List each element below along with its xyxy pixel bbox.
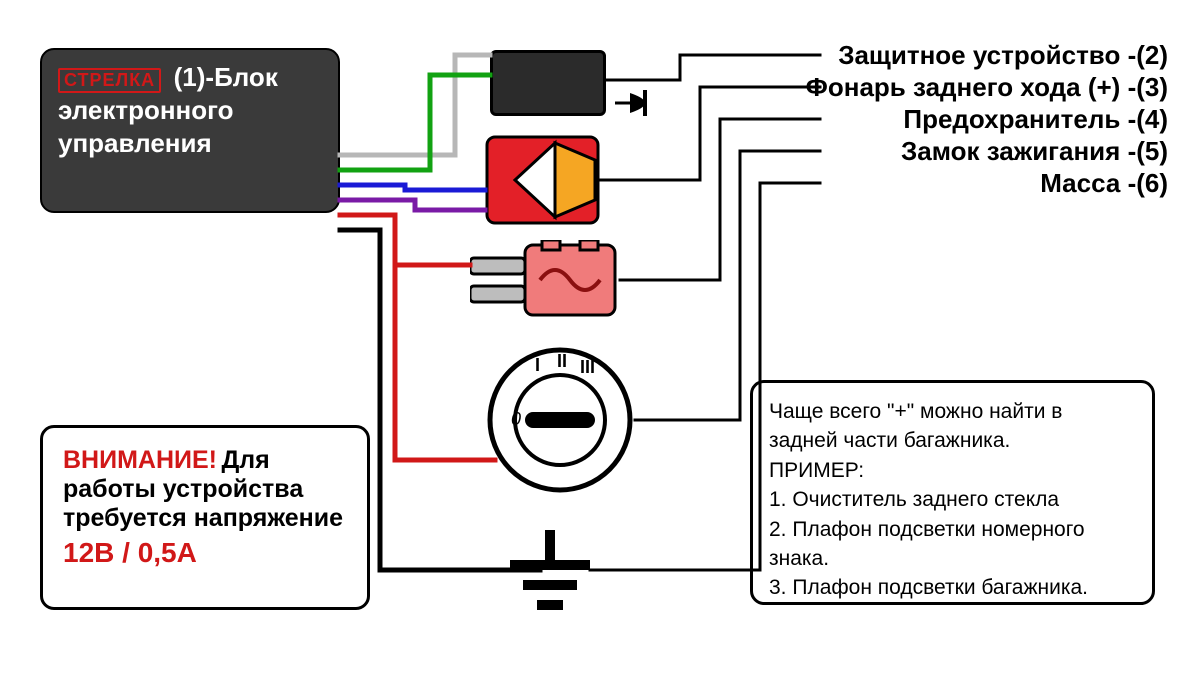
- legend-tag: -(6): [1128, 168, 1168, 198]
- legend-label: Масса: [1040, 168, 1127, 198]
- legend-tag: -(4): [1128, 104, 1168, 134]
- legend-label: Предохранитель: [903, 104, 1127, 134]
- fuse-icon: [470, 240, 620, 320]
- legend-item: Предохранитель -(4): [903, 104, 1168, 135]
- legend-tag: -(3): [1128, 72, 1168, 102]
- ecu-title-2: электронного: [58, 95, 322, 126]
- legend-label: Защитное устройство: [838, 40, 1127, 70]
- protective-device-icon: [490, 50, 606, 116]
- legend-item: Замок зажигания -(5): [901, 136, 1168, 167]
- wire-blue: [340, 185, 485, 190]
- ecu-title-3: управления: [58, 128, 322, 159]
- info-line: ПРИМЕР:: [769, 456, 1136, 485]
- ground-icon: [505, 530, 595, 620]
- legend-tag: -(5): [1128, 136, 1168, 166]
- info-line: 1. Очиститель заднего стекла: [769, 485, 1136, 514]
- legend-tag: -(2): [1128, 40, 1168, 70]
- legend-label: Фонарь заднего хода (+): [806, 72, 1128, 102]
- svg-text:I: I: [535, 355, 540, 375]
- brand-logo: СТРЕЛКА: [58, 68, 161, 93]
- legend-item: Масса -(6): [1040, 168, 1168, 199]
- leader-line-4: [620, 119, 820, 280]
- warning-head: ВНИМАНИЕ!: [63, 446, 217, 474]
- ecu-title-1: (1)-Блок: [174, 62, 278, 92]
- wiring-diagram: СТРЕЛКА (1)-Блок электронного управления…: [0, 0, 1200, 674]
- wire-grey: [340, 55, 490, 155]
- svg-text:III: III: [580, 357, 595, 377]
- info-line: 3. Плафон подсветки багажника.: [769, 573, 1136, 602]
- legend-item: Защитное устройство -(2): [838, 40, 1168, 71]
- buzzer-icon: [610, 88, 670, 118]
- info-line: 2. Плафон подсветки номерного знака.: [769, 515, 1136, 574]
- leader-line-2: [605, 55, 820, 80]
- tail-light-icon: [485, 135, 600, 225]
- warning-voltage: 12В / 0,5А: [63, 537, 347, 569]
- ecu-block: СТРЕЛКА (1)-Блок электронного управления: [40, 48, 340, 213]
- legend-label: Замок зажигания: [901, 136, 1128, 166]
- svg-text:II: II: [557, 351, 567, 371]
- legend-item: Фонарь заднего хода (+) -(3): [806, 72, 1168, 103]
- ignition-switch-icon: 0 I II III: [485, 345, 635, 495]
- svg-text:0: 0: [511, 409, 521, 429]
- info-box: Чаще всего "+" можно найти в задней част…: [750, 380, 1155, 605]
- warning-box: ВНИМАНИЕ! Для работы устройства требуетс…: [40, 425, 370, 610]
- wire-green: [340, 75, 490, 170]
- wire-purple: [340, 200, 485, 210]
- info-line: Чаще всего "+" можно найти в задней част…: [769, 397, 1136, 456]
